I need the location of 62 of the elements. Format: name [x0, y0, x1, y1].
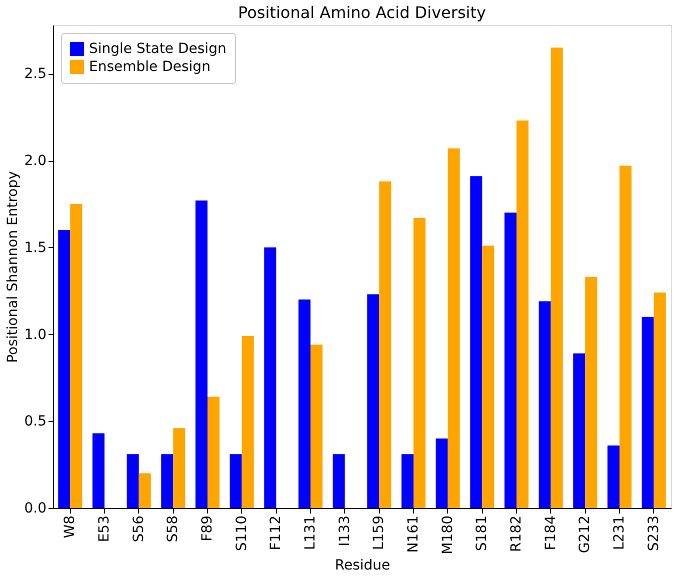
bar: [607, 445, 620, 508]
bar: [208, 396, 220, 508]
x-tick-label: G212: [577, 516, 594, 554]
x-tick-label: S56: [130, 515, 147, 542]
bar: [264, 247, 276, 508]
bar: [195, 200, 208, 508]
x-tick-label: S233: [646, 516, 662, 552]
y-tick-label: 0.0: [24, 500, 46, 516]
bar: [436, 438, 448, 508]
y-tick-label: 1.0: [24, 326, 46, 343]
x-tick-label: L131: [302, 516, 318, 550]
bar: [654, 292, 666, 508]
x-tick-label: M180: [440, 516, 456, 554]
bar: [414, 218, 426, 508]
legend-label: Single State Design: [89, 41, 226, 57]
y-tick-label: 2.5: [24, 66, 46, 82]
bar: [516, 120, 529, 508]
bar: [401, 454, 414, 508]
x-tick-label: F112: [268, 516, 284, 550]
bar: [470, 176, 482, 508]
bar: [310, 344, 323, 508]
y-tick-label: 0.5: [24, 414, 46, 430]
x-tick-label: W8: [62, 516, 78, 538]
x-tick-label: S58: [165, 516, 182, 542]
bar: [161, 454, 174, 508]
bar: [138, 473, 151, 508]
x-tick-label: F89: [200, 516, 216, 542]
y-tick-label: 2.0: [24, 153, 46, 170]
bar: [550, 48, 563, 508]
bar: [620, 166, 632, 508]
bar: [332, 454, 345, 508]
bar: [585, 276, 598, 508]
bar: [367, 294, 380, 508]
bar: [298, 300, 310, 508]
x-tick-label: F184: [542, 515, 559, 550]
bar: [448, 148, 460, 508]
x-tick-label: S181: [474, 516, 490, 552]
bar: [642, 316, 654, 508]
bar: [242, 336, 254, 508]
x-tick-label: R182: [508, 516, 524, 552]
bar: [573, 353, 586, 508]
bar: [58, 230, 70, 508]
bar: [230, 454, 242, 508]
bar: [504, 212, 516, 508]
bar: [538, 301, 551, 508]
y-tick-label: 1.5: [24, 240, 46, 256]
legend-label: Ensemble Design: [89, 59, 210, 75]
x-tick-label: L159: [371, 516, 388, 550]
x-tick-label: N161: [406, 516, 422, 553]
x-axis-title: Residue: [334, 557, 390, 574]
x-tick-label: L231: [612, 516, 628, 550]
bar: [92, 433, 104, 508]
x-tick-label: E53: [96, 516, 112, 542]
bar: [379, 181, 392, 508]
x-tick-label: I133: [336, 516, 353, 546]
bar: [173, 428, 186, 508]
x-tick-label: S110: [234, 516, 250, 552]
bar: [482, 246, 494, 508]
y-axis-title: Positional Shannon Entropy: [5, 171, 22, 363]
chart-title: Positional Amino Acid Diversity: [238, 3, 486, 22]
bar: [70, 204, 82, 508]
bar: [126, 454, 139, 508]
